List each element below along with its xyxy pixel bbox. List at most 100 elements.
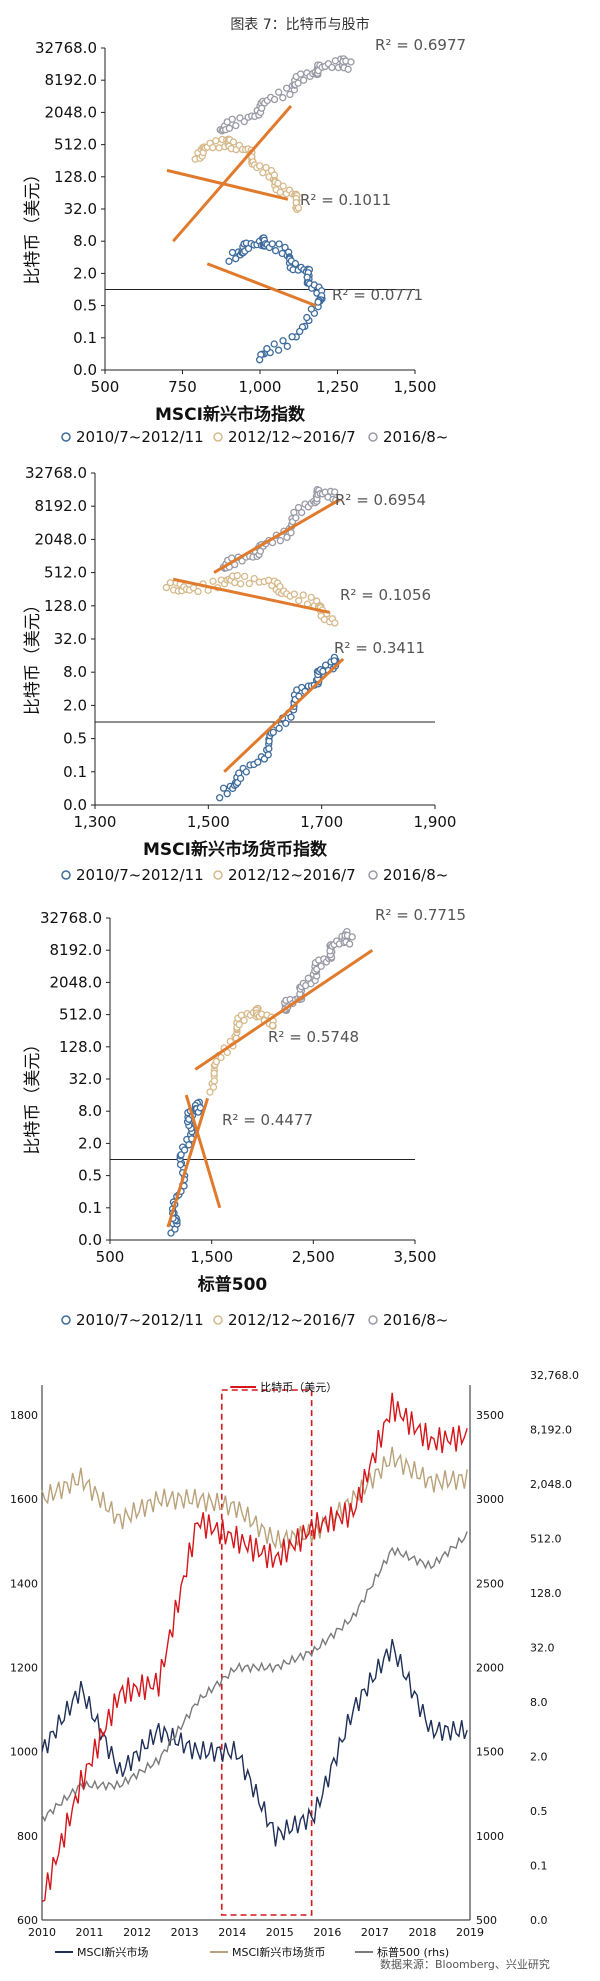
- right-tick-label: 128.0: [530, 1587, 562, 1600]
- data-point: [245, 579, 253, 588]
- y-tick-label: 128.0: [44, 597, 87, 615]
- data-point: [210, 1077, 219, 1085]
- data-point: [331, 619, 339, 627]
- r-squared-label: R² = 0.1056: [340, 586, 431, 604]
- left-tick-label: 1800: [10, 1409, 38, 1422]
- series-2: [162, 571, 339, 627]
- data-point: [268, 1021, 277, 1030]
- x-tick-label: 2015: [266, 1926, 294, 1939]
- data-point: [321, 661, 330, 669]
- data-point: [240, 1016, 248, 1025]
- data-point: [328, 63, 336, 72]
- data-point: [265, 744, 273, 753]
- series-line-1: [41, 1638, 468, 1847]
- data-point: [219, 784, 228, 792]
- legend-label-btc: 比特币（美元）: [260, 1380, 337, 1394]
- data-point: [225, 257, 233, 265]
- data-point: [176, 1160, 185, 1169]
- x-tick-label: 2018: [408, 1926, 436, 1939]
- legend-label: 标普500 (rhs): [377, 1945, 449, 1959]
- data-point: [240, 117, 248, 126]
- data-point: [276, 582, 284, 591]
- data-point: [194, 587, 202, 596]
- mid-tick-label: 3000: [476, 1493, 504, 1506]
- data-point: [235, 1020, 243, 1029]
- trendline: [213, 498, 341, 574]
- right-tick-label: 8.0: [530, 1696, 548, 1709]
- data-point: [296, 327, 304, 336]
- data-point: [250, 574, 258, 583]
- series-line-2: [41, 1446, 468, 1550]
- y-tick-label: 0.1: [73, 329, 97, 347]
- left-tick-label: 1200: [10, 1662, 38, 1675]
- legend-label: 2016/8~: [383, 866, 448, 884]
- data-point: [299, 591, 307, 599]
- data-point: [270, 95, 279, 104]
- data-point: [283, 342, 291, 350]
- data-point: [259, 169, 267, 177]
- r-squared-label: R² = 0.5748: [268, 1028, 359, 1046]
- data-point: [348, 933, 356, 941]
- data-point: [225, 124, 234, 132]
- data-point: [314, 298, 322, 306]
- data-point: [228, 115, 236, 123]
- trendline: [166, 168, 289, 201]
- x-axis-label: MSCI新兴市场指数: [155, 404, 306, 425]
- trendline: [172, 577, 330, 614]
- legend-label: 2012/12~2016/7: [228, 428, 356, 446]
- r-squared-label: R² = 0.4477: [222, 1111, 313, 1129]
- x-tick-label: 1,000: [239, 378, 282, 396]
- y-axis-label: 比特币（美元）: [23, 1036, 43, 1155]
- data-point: [215, 144, 223, 152]
- legend-label: 2010/7~2012/11: [76, 428, 204, 446]
- data-point: [254, 758, 262, 766]
- data-point: [256, 162, 264, 170]
- legend-label: 2012/12~2016/7: [228, 1311, 356, 1329]
- x-tick-label: 1,500: [190, 1248, 233, 1266]
- x-tick-label: 2013: [171, 1926, 199, 1939]
- legend-marker: [368, 432, 378, 442]
- data-point: [275, 240, 283, 248]
- left-tick-label: 1400: [10, 1577, 38, 1590]
- x-axis-label: 标普500: [198, 1274, 268, 1295]
- trendline: [223, 657, 345, 773]
- data-point: [317, 962, 325, 970]
- y-axis-label: 比特币（美元）: [23, 596, 43, 715]
- data-point: [286, 90, 294, 99]
- data-point: [209, 577, 217, 585]
- y-tick-label: 8.0: [63, 663, 87, 681]
- data-point: [232, 255, 240, 263]
- y-tick-label: 2048.0: [45, 103, 98, 121]
- x-tick-label: 2019: [456, 1926, 484, 1939]
- y-tick-label: 0.1: [63, 763, 87, 781]
- legend-marker: [213, 870, 223, 880]
- data-point: [255, 356, 264, 364]
- data-point: [212, 137, 220, 145]
- data-point: [268, 240, 276, 248]
- x-tick-label: 2,500: [292, 1248, 335, 1266]
- data-point: [274, 346, 283, 354]
- y-tick-label: 8192.0: [45, 71, 98, 89]
- y-tick-label: 0.5: [78, 1167, 102, 1185]
- data-point: [242, 768, 250, 776]
- data-point: [345, 940, 354, 948]
- data-point: [258, 104, 266, 112]
- data-point: [232, 121, 240, 130]
- legend-label: MSCI新兴市场: [77, 1945, 148, 1959]
- highlight-box: [220, 1389, 313, 1916]
- right-tick-label: 32.0: [530, 1642, 555, 1655]
- data-point: [303, 313, 311, 322]
- mid-tick-label: 3500: [476, 1409, 504, 1422]
- x-tick-label: 3,500: [394, 1248, 437, 1266]
- data-point: [177, 1151, 185, 1159]
- series-1: [216, 653, 340, 802]
- data-point: [294, 79, 302, 87]
- x-tick-label: 500: [91, 378, 120, 396]
- data-point: [307, 593, 315, 601]
- data-point: [283, 533, 291, 542]
- y-tick-label: 128.0: [54, 168, 97, 186]
- r-squared-label: R² = 0.6954: [335, 491, 426, 509]
- y-tick-label: 0.5: [73, 297, 97, 315]
- series-1: [225, 234, 326, 364]
- right-tick-label: 512.0: [530, 1533, 562, 1546]
